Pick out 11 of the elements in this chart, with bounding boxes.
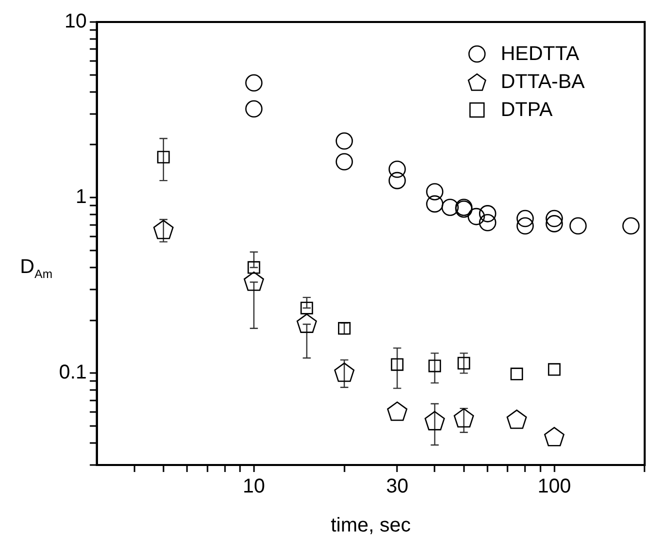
- legend-label: HEDTTA: [500, 42, 580, 67]
- x-tick-label: 10: [242, 476, 265, 498]
- y-axis-title: D$_{Am}$: [20, 256, 52, 281]
- x-tick-label: 30: [386, 476, 408, 498]
- legend-label: DTPA: [500, 98, 553, 123]
- y-tick-label: 1: [76, 186, 87, 208]
- y-tick-label: 0.1: [58, 362, 87, 384]
- x-tick-label: 100: [538, 476, 571, 498]
- x-axis-title: time, sec: [330, 514, 411, 537]
- legend-label: DTTA-BA: [500, 70, 585, 95]
- y-tick-label: 10: [64, 10, 87, 33]
